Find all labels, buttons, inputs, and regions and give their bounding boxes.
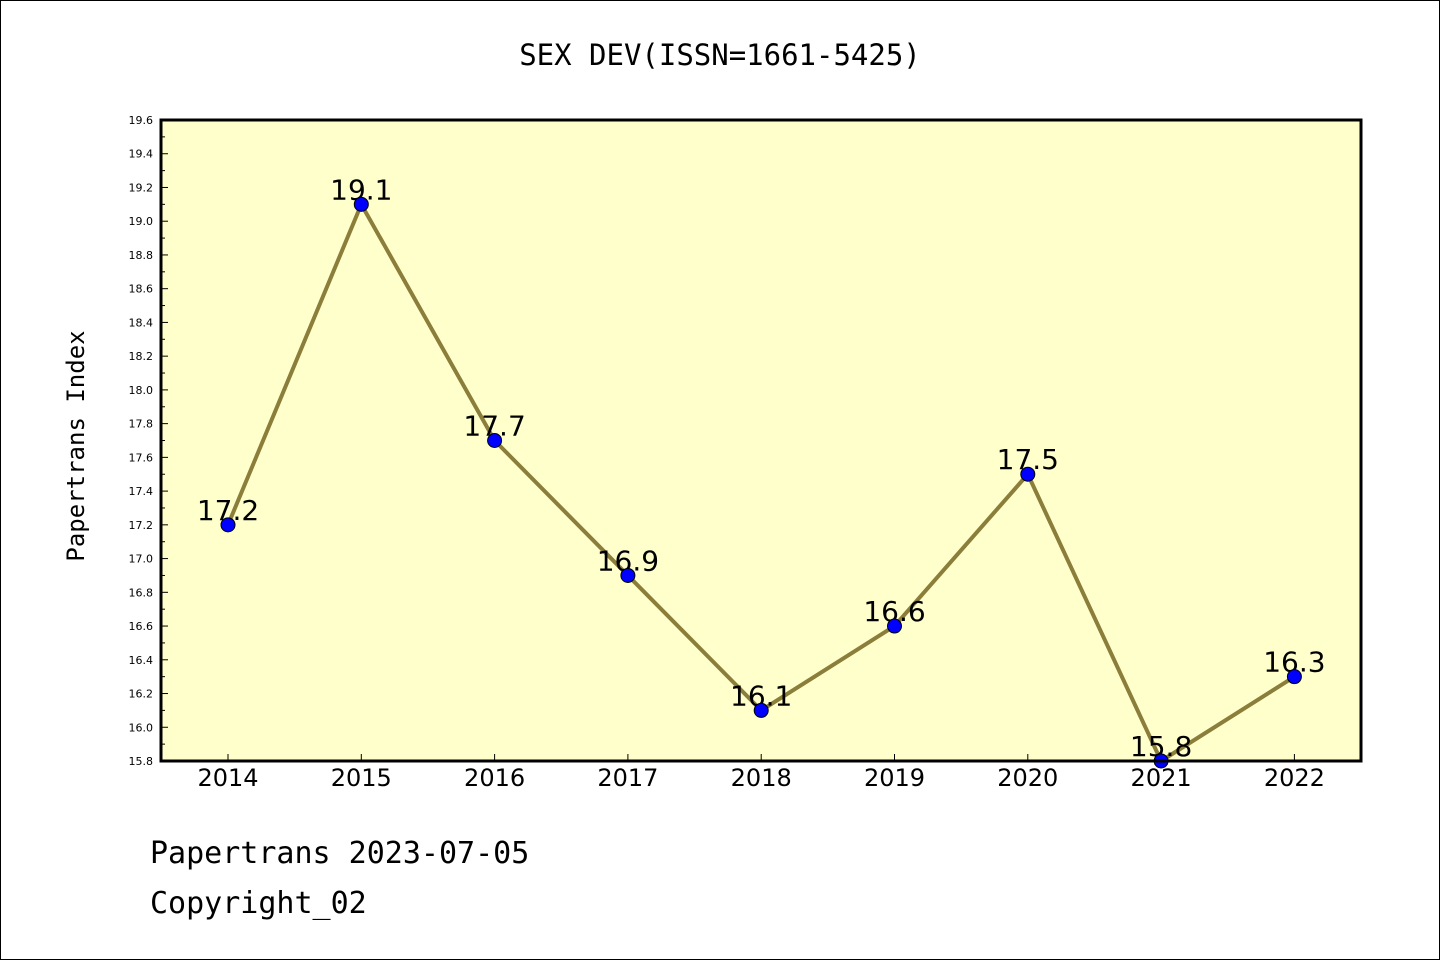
x-tick-label: 2014 bbox=[197, 764, 258, 792]
y-tick-label: 19.4 bbox=[129, 148, 154, 161]
x-tick-label: 2020 bbox=[997, 764, 1058, 792]
data-point bbox=[220, 517, 236, 533]
x-tick-label: 2021 bbox=[1131, 764, 1192, 792]
footer-copyright-line: Copyright_02 bbox=[150, 886, 367, 921]
plot-area bbox=[161, 120, 1361, 761]
x-tick-label: 2016 bbox=[464, 764, 525, 792]
y-tick-label: 19.2 bbox=[129, 181, 154, 194]
y-tick-label: 19.0 bbox=[129, 215, 154, 228]
data-point bbox=[353, 196, 369, 212]
y-tick-label: 18.6 bbox=[129, 283, 154, 296]
x-tick-label: 2015 bbox=[331, 764, 392, 792]
y-tick-label: 16.2 bbox=[129, 688, 154, 701]
y-tick-label: 17.6 bbox=[129, 451, 154, 464]
data-point bbox=[1286, 669, 1302, 685]
y-tick-label: 15.8 bbox=[129, 755, 154, 768]
y-tick-label: 18.2 bbox=[129, 350, 154, 363]
y-tick-label: 18.0 bbox=[129, 384, 154, 397]
y-tick-label: 17.4 bbox=[129, 485, 154, 498]
y-tick-label: 16.0 bbox=[129, 721, 154, 734]
data-point bbox=[753, 702, 769, 718]
y-tick-label: 18.4 bbox=[129, 316, 154, 329]
y-tick-label: 16.4 bbox=[129, 654, 154, 667]
x-tick-label: 2019 bbox=[864, 764, 925, 792]
x-tick-label: 2018 bbox=[731, 764, 792, 792]
data-point bbox=[487, 433, 503, 448]
y-tick-label: 16.8 bbox=[129, 586, 154, 599]
x-tick-label: 2022 bbox=[1264, 764, 1325, 792]
data-point bbox=[620, 567, 636, 583]
y-tick-label: 18.8 bbox=[129, 249, 154, 262]
data-point bbox=[1020, 466, 1036, 482]
y-tick-label: 17.0 bbox=[129, 553, 154, 566]
plot-border bbox=[159, 118, 1363, 763]
y-tick-label: 17.8 bbox=[129, 418, 154, 431]
footer-date-line: Papertrans 2023-07-05 bbox=[150, 836, 530, 871]
data-point bbox=[887, 618, 902, 634]
y-tick-label: 16.6 bbox=[129, 620, 154, 633]
chart-title: SEX DEV(ISSN=1661-5425) bbox=[519, 38, 921, 72]
y-tick-label: 19.6 bbox=[129, 114, 154, 127]
y-tick-label: 17.2 bbox=[129, 519, 154, 532]
x-tick-label: 2017 bbox=[597, 764, 658, 792]
